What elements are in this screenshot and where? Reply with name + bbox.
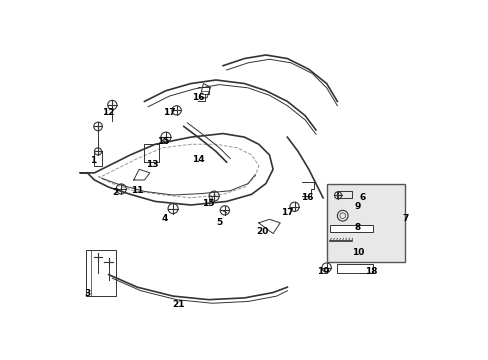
Text: 18: 18 bbox=[365, 267, 377, 276]
Text: 12: 12 bbox=[102, 108, 114, 117]
Text: 14: 14 bbox=[191, 155, 204, 164]
Text: 2: 2 bbox=[112, 188, 118, 197]
Text: 19: 19 bbox=[317, 267, 329, 276]
Text: 9: 9 bbox=[354, 202, 361, 211]
Text: 4: 4 bbox=[162, 214, 168, 223]
Text: 13: 13 bbox=[146, 160, 158, 169]
Text: 15: 15 bbox=[202, 199, 215, 208]
Text: 21: 21 bbox=[172, 300, 184, 309]
Text: 16: 16 bbox=[192, 93, 204, 102]
Text: 20: 20 bbox=[256, 227, 268, 236]
Text: 1: 1 bbox=[89, 156, 96, 165]
Text: 17: 17 bbox=[163, 108, 176, 117]
Text: 15: 15 bbox=[157, 137, 169, 146]
Bar bbox=[329, 225, 372, 232]
Text: 17: 17 bbox=[281, 208, 293, 217]
Text: 3: 3 bbox=[84, 289, 90, 298]
Text: 10: 10 bbox=[351, 248, 364, 257]
Text: 5: 5 bbox=[216, 218, 222, 227]
Text: 6: 6 bbox=[359, 193, 366, 202]
Bar bbox=[85, 249, 116, 296]
Text: 8: 8 bbox=[354, 222, 361, 231]
Text: 16: 16 bbox=[301, 193, 313, 202]
Bar bbox=[337, 264, 372, 273]
Text: 11: 11 bbox=[131, 185, 143, 194]
Text: 7: 7 bbox=[401, 214, 407, 223]
FancyBboxPatch shape bbox=[326, 184, 405, 262]
